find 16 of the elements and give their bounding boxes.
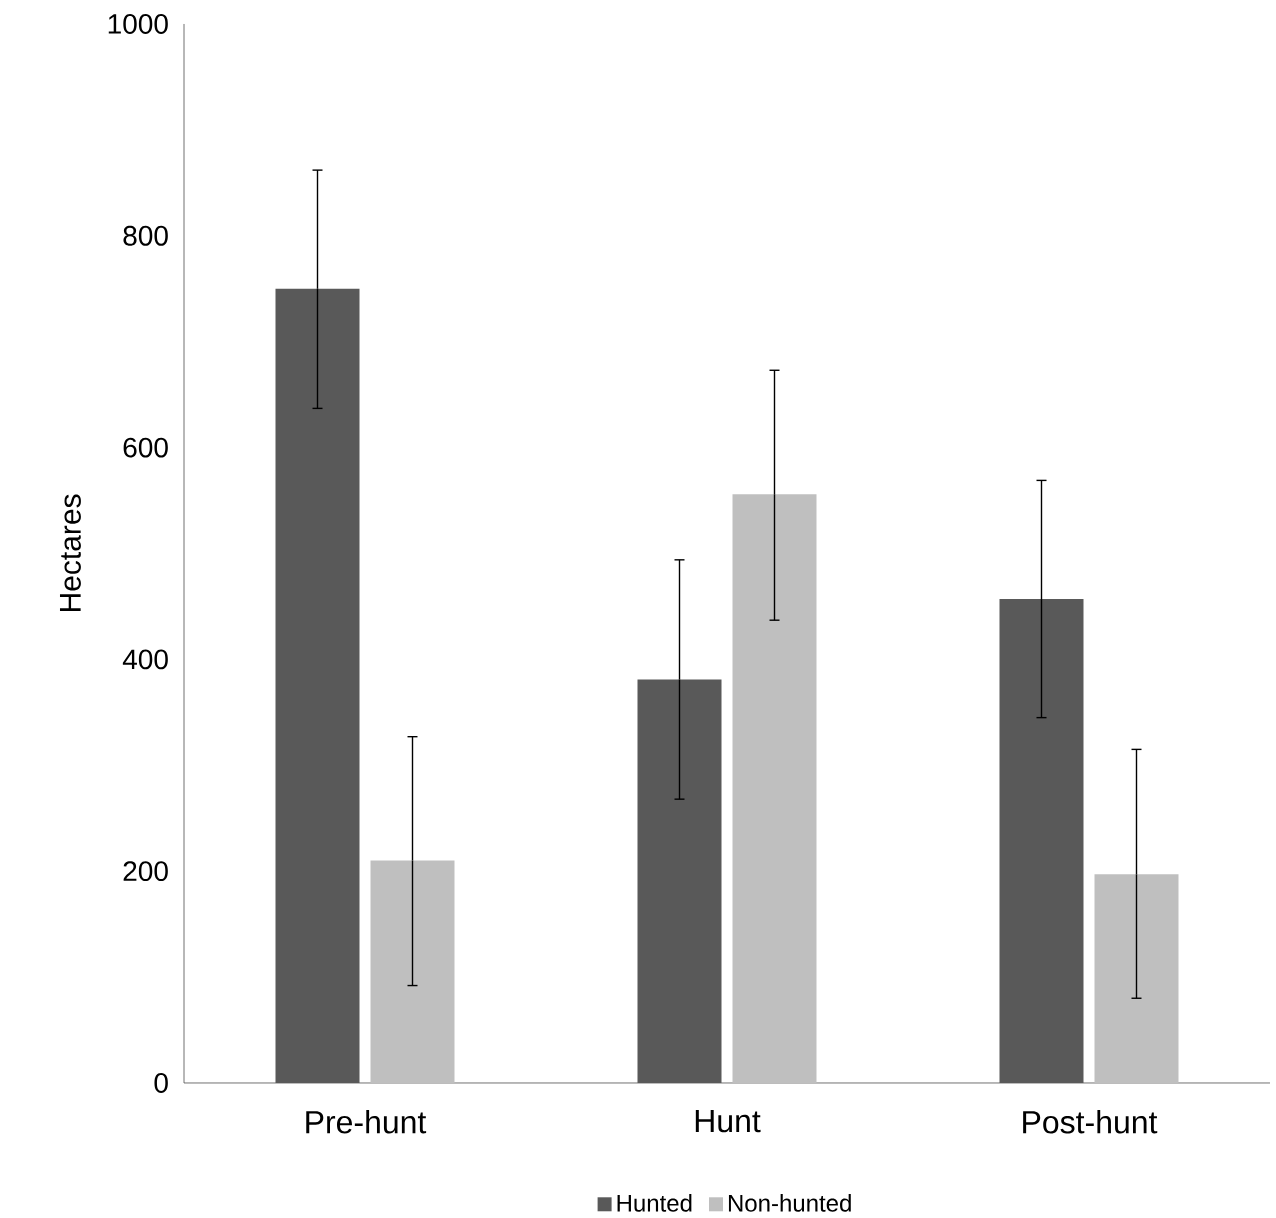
y-tick-label: 1000	[108, 14, 168, 34]
x-tick-label: Hunt	[695, 1110, 761, 1133]
x-tick-label: Post-hunt	[1023, 1110, 1158, 1134]
y-tick-label: 400	[122, 649, 168, 670]
legend-label: Hunted	[617, 1194, 692, 1212]
bar	[637, 679, 722, 1083]
y-tick-label: 800	[123, 225, 168, 246]
y-tick-label: 600	[123, 437, 168, 458]
y-axis-title: Hectares	[59, 494, 81, 612]
bar	[732, 494, 817, 1083]
bar	[275, 288, 360, 1083]
x-tick-label: Pre-hunt	[306, 1110, 427, 1134]
y-tick-label: 0	[154, 1073, 168, 1093]
bar	[999, 599, 1084, 1083]
y-tick-label: 200	[123, 861, 168, 882]
legend-label: Non-hunted	[728, 1194, 851, 1212]
